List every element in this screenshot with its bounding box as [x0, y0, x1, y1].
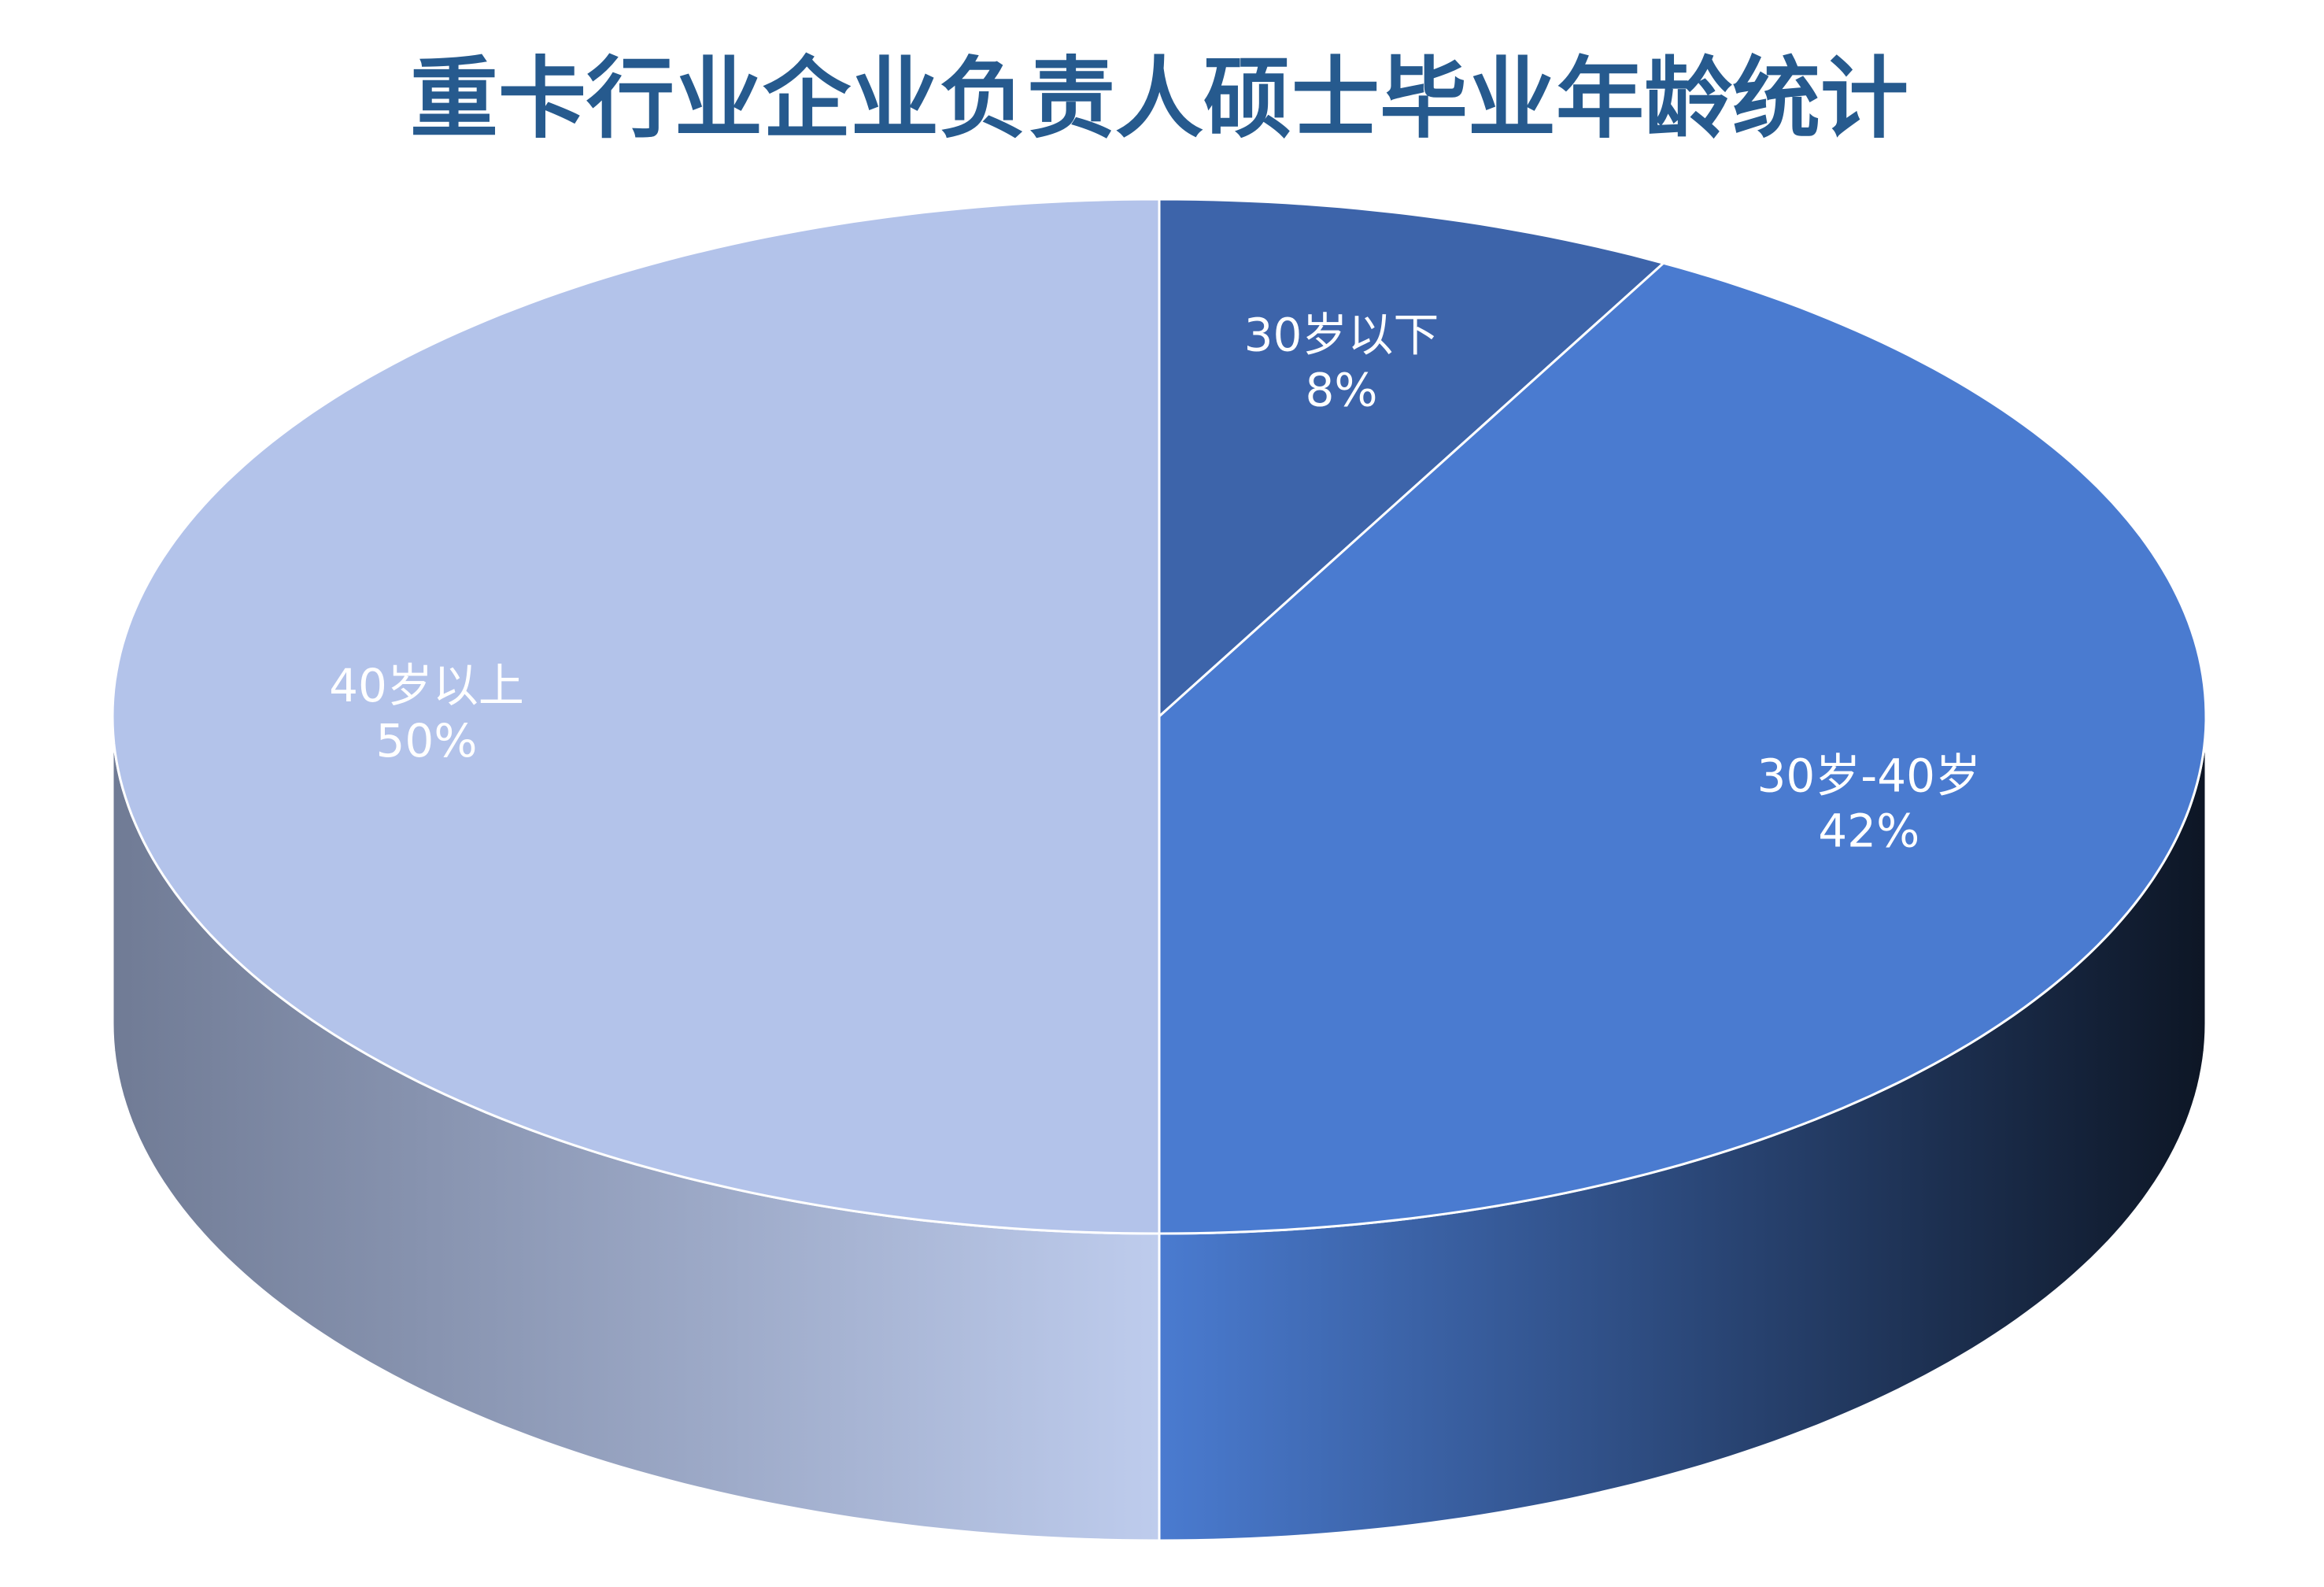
slice — [111, 198, 1161, 1235]
value-label: 50% — [376, 714, 478, 768]
slice — [1158, 261, 2208, 1235]
value-label: 8% — [1306, 364, 1378, 417]
slice-label: 30岁以下 — [1244, 309, 1439, 362]
slice-label: 30岁-40岁 — [1757, 749, 1981, 802]
slice — [1158, 198, 1666, 720]
value-label: 42% — [1818, 804, 1919, 857]
chart-title: 重卡行业企业负责人硕士毕业年龄统计 — [410, 48, 1908, 150]
slice-label: 40岁以上 — [329, 659, 524, 712]
